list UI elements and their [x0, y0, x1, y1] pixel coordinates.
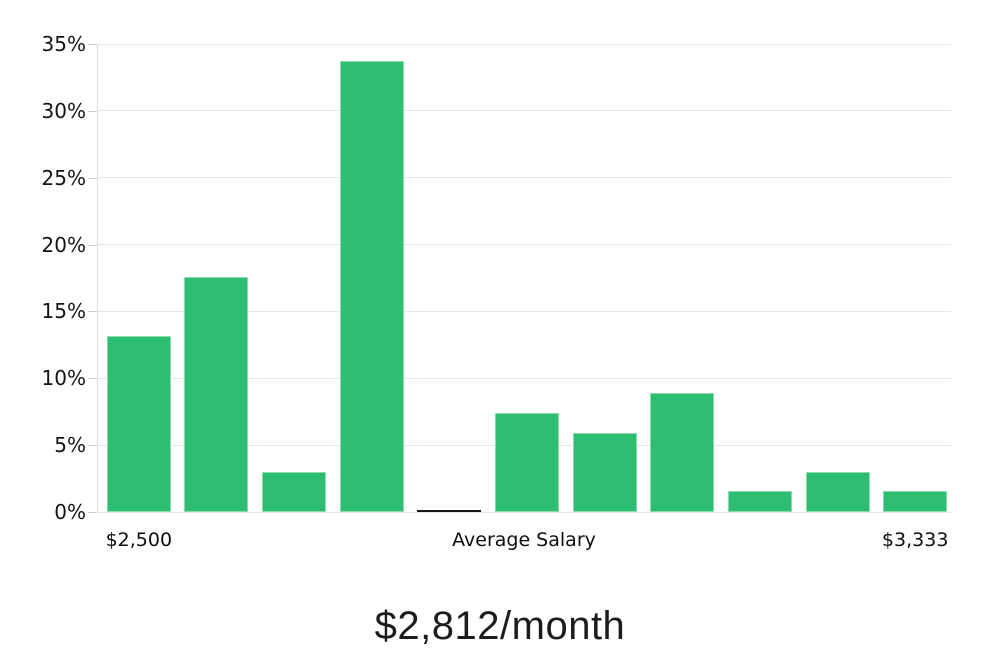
gridline	[97, 511, 951, 513]
gridline	[97, 177, 951, 179]
y-axis-tick-label: 35%	[41, 32, 86, 56]
x-axis-label-min: $2,500	[105, 529, 173, 551]
y-axis-tick	[88, 44, 97, 45]
gridline	[97, 43, 951, 45]
salary-bar	[650, 393, 714, 512]
y-axis-tick-label: 10%	[41, 366, 86, 391]
y-axis-tick	[88, 244, 97, 246]
plot-area	[97, 43, 951, 513]
y-axis-tick-label: 15%	[41, 299, 86, 324]
average-salary-marker	[417, 510, 481, 512]
average-salary-title: $2,812/month	[374, 604, 626, 648]
salary-bar	[495, 413, 559, 512]
salary-bar	[806, 471, 870, 512]
y-axis-tick-label: 30%	[41, 98, 86, 123]
y-axis-tick-label: 5%	[54, 433, 86, 458]
gridline	[97, 244, 951, 246]
salary-bar	[573, 433, 637, 512]
salary-bar	[728, 490, 792, 512]
y-axis-tick	[88, 110, 97, 112]
salary-bar	[107, 335, 171, 512]
y-axis-tick-label: 0%	[54, 500, 86, 524]
y-axis-tick-label: 20%	[41, 232, 86, 257]
salary-bar	[184, 276, 248, 512]
y-axis-tick-label: 25%	[41, 165, 86, 190]
salary-bar	[883, 490, 947, 512]
salary-bar	[262, 471, 326, 512]
gridline	[97, 310, 951, 312]
y-axis-tick	[88, 177, 97, 179]
gridline	[97, 377, 951, 379]
y-axis-tick	[88, 311, 97, 313]
salary-bar	[340, 61, 404, 512]
y-axis-line	[97, 44, 98, 512]
y-axis-tick	[88, 445, 97, 447]
y-axis-tick	[88, 378, 97, 380]
x-axis-label-average: Average Salary	[452, 529, 596, 551]
gridline	[97, 110, 951, 112]
y-axis-tick	[88, 512, 97, 513]
x-axis-label-max: $3,333	[881, 529, 949, 551]
